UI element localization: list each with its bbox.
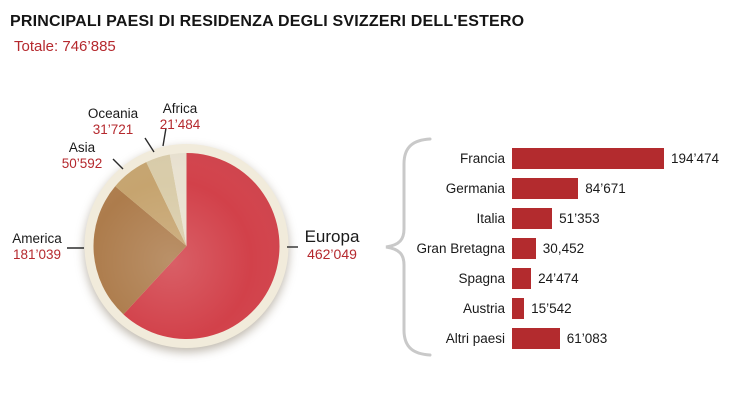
leader-line-oceania <box>144 137 155 153</box>
bar-label: Altri paesi <box>445 330 505 346</box>
pie-label-america: America 181’039 <box>2 231 72 262</box>
pie-label-america-name: America <box>12 231 62 246</box>
total-label: Totale: 746’885 <box>14 38 116 55</box>
pie-label-europa-value: 462’049 <box>307 246 357 262</box>
bar-row: Spagna 24’474 <box>403 263 719 293</box>
bar-label: Francia <box>459 150 505 166</box>
pie-label-asia-name: Asia <box>68 140 96 155</box>
leader-line-africa <box>162 127 167 147</box>
pie-label-europa: Europa 462’049 <box>296 226 368 262</box>
pie-label-oceania-value: 31’721 <box>92 121 134 137</box>
bar <box>512 207 553 229</box>
bar <box>512 237 536 259</box>
bar-row: Francia 194’474 <box>403 143 719 173</box>
bar <box>512 297 525 319</box>
bar-label: Gran Bretagna <box>416 240 505 256</box>
bar-label: Italia <box>476 210 505 226</box>
bar-value: 61’083 <box>566 330 608 346</box>
bar <box>512 267 532 289</box>
bar-row: Gran Bretagna 30,452 <box>403 233 719 263</box>
bar-row: Austria 15’542 <box>403 293 719 323</box>
bar <box>512 327 560 349</box>
bar-row: Altri paesi 61’083 <box>403 323 719 353</box>
pie-label-asia-value: 50’592 <box>61 155 103 171</box>
bar-value: 194’474 <box>671 150 720 166</box>
pie-label-oceania-name: Oceania <box>87 106 139 121</box>
bar-chart: Francia 194’474 Germania 84’671 Italia 51’353… <box>403 143 719 353</box>
pie-label-america-value: 181’039 <box>12 246 62 262</box>
bar-value: 24’474 <box>538 270 579 286</box>
bar <box>512 177 579 199</box>
pie-label-europa-name: Europa <box>304 227 360 246</box>
bar-row: Italia 51’353 <box>403 203 719 233</box>
bar <box>512 147 664 169</box>
bar-row: Germania 84’671 <box>403 173 719 203</box>
pie-label-asia: Asia 50’592 <box>48 140 116 171</box>
bar-label: Germania <box>445 180 505 196</box>
bar-value: 84’671 <box>585 180 626 196</box>
pie-label-africa-value: 21’484 <box>159 116 201 132</box>
pie-slices <box>93 153 280 339</box>
bar-value: 30,452 <box>542 240 585 256</box>
bar-value: 51’353 <box>559 210 600 226</box>
page-title: PRINCIPALI PAESI DI RESIDENZA DEGLI SVIZ… <box>10 13 525 30</box>
pie-label-oceania: Oceania 31’721 <box>77 106 149 137</box>
leader-lines <box>67 127 298 249</box>
bar-value: 15’542 <box>531 300 572 316</box>
pie-label-africa: Africa 21’484 <box>146 101 214 132</box>
bar-label: Spagna <box>458 270 505 286</box>
pie-label-africa-name: Africa <box>162 101 198 116</box>
curly-brace <box>385 137 432 357</box>
leader-line-asia <box>112 158 124 170</box>
curly-brace-path <box>385 137 432 357</box>
bar-label: Austria <box>462 300 505 316</box>
